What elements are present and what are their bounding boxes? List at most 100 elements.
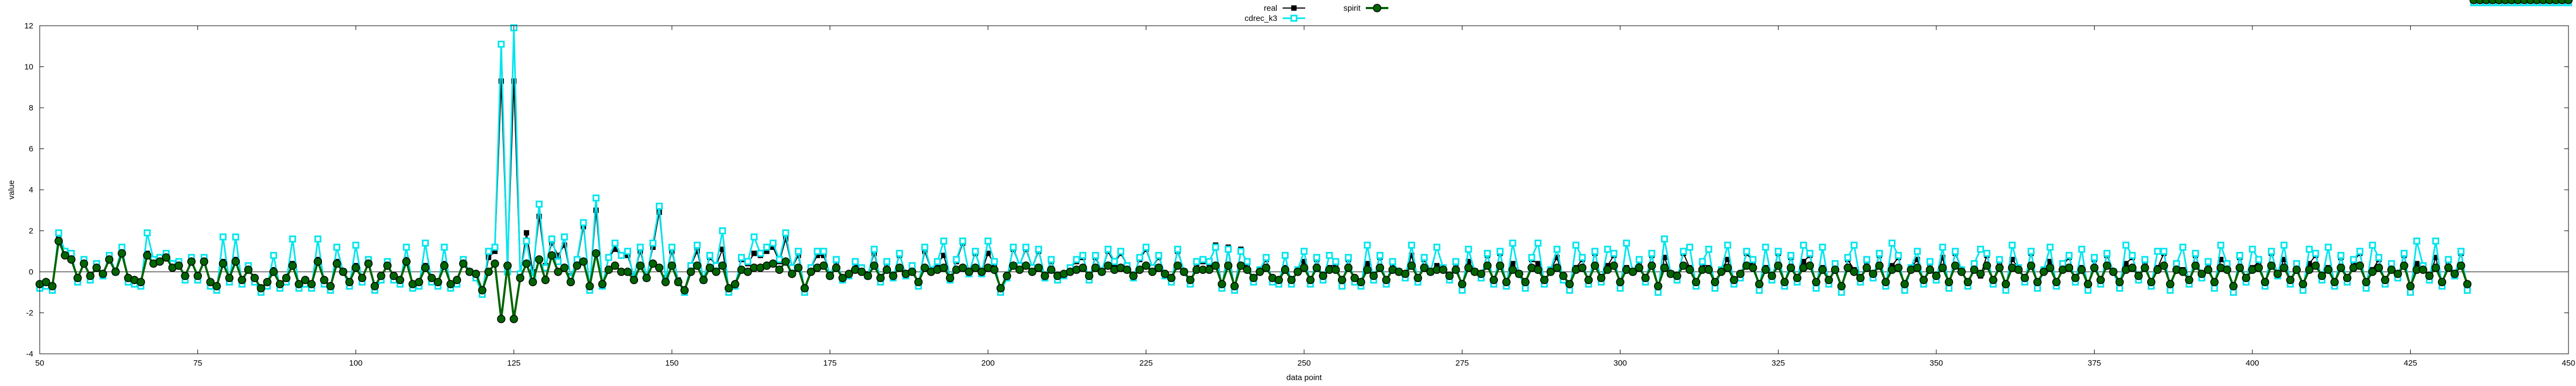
- data-point-spirit: [231, 257, 240, 266]
- data-point-spirit: [1508, 265, 1517, 274]
- data-point-cdrec-k3: [523, 237, 530, 245]
- data-point-cdrec-k3: [2217, 241, 2224, 249]
- data-point-spirit: [402, 257, 411, 266]
- data-point-cdrec-k3: [1421, 254, 1428, 261]
- data-point-spirit: [2039, 268, 2048, 276]
- data-point-spirit: [1723, 263, 1732, 272]
- x-tick-label: 325: [1772, 359, 1785, 368]
- data-point-cdrec-k3: [2350, 256, 2357, 263]
- data-point-spirit: [2292, 265, 2301, 274]
- data-point-cdrec-k3: [2059, 260, 2067, 268]
- data-point-cdrec-k3: [971, 248, 979, 255]
- data-point-spirit: [2286, 276, 2295, 285]
- y-tick-label: 8: [29, 103, 33, 113]
- data-point-cdrec-k3: [1313, 254, 1321, 261]
- data-point-spirit: [345, 278, 354, 286]
- data-point-spirit: [86, 271, 94, 280]
- data-point-cdrec-k3: [763, 243, 771, 251]
- data-point-cdrec-k3: [497, 40, 505, 48]
- data-point-cdrec-k3: [1572, 241, 1580, 249]
- data-point-cdrec-k3: [314, 235, 321, 243]
- data-point-spirit: [598, 280, 607, 288]
- data-point-spirit: [1913, 263, 1922, 272]
- data-point-spirit: [1837, 282, 1846, 291]
- data-point-cdrec-k3: [2167, 286, 2174, 294]
- data-point-spirit: [1546, 268, 1555, 276]
- data-point-spirit: [2267, 261, 2276, 270]
- data-point-cdrec-k3: [2324, 243, 2332, 251]
- data-point-spirit: [2103, 261, 2111, 270]
- data-point-spirit: [775, 265, 784, 274]
- data-point-spirit: [2394, 270, 2402, 278]
- data-point-spirit: [1787, 263, 1795, 272]
- data-point-cdrec-k3: [909, 262, 916, 270]
- data-point-spirit: [1186, 276, 1195, 285]
- data-point-spirit: [2387, 265, 2396, 274]
- data-point-spirit: [2444, 263, 2453, 272]
- series-cdrec-k3: [36, 0, 2572, 298]
- data-point-cdrec-k3: [2205, 258, 2212, 265]
- data-point-cdrec-k3: [219, 233, 227, 241]
- data-point-real: [555, 253, 561, 258]
- data-point-spirit: [1628, 268, 1637, 276]
- data-point-spirit: [1679, 261, 1688, 270]
- data-point-real: [1662, 255, 1667, 261]
- data-point-cdrec-k3: [618, 251, 625, 259]
- data-point-spirit: [1129, 271, 1138, 280]
- data-point-cdrec-k3: [2211, 285, 2218, 292]
- data-point-spirit: [452, 276, 462, 285]
- data-point-cdrec-k3: [605, 254, 612, 261]
- data-point-spirit: [2273, 270, 2282, 278]
- data-point-cdrec-k3: [2192, 250, 2199, 257]
- data-point-spirit: [1078, 263, 1087, 272]
- data-point-spirit: [832, 263, 841, 272]
- data-point-spirit: [1401, 270, 1410, 278]
- data-point-spirit: [415, 278, 423, 286]
- data-point-cdrec-k3: [2293, 260, 2300, 268]
- data-point-spirit: [2299, 280, 2307, 288]
- data-point-spirit: [2191, 261, 2200, 270]
- data-point-spirit: [1767, 271, 1776, 280]
- data-point-cdrec-k3: [1812, 285, 1820, 292]
- data-point-spirit: [788, 270, 796, 278]
- data-point-cdrec-k3: [1787, 251, 1795, 259]
- data-point-cdrec-k3: [1117, 248, 1124, 255]
- data-point-spirit: [591, 249, 601, 258]
- data-point-spirit: [497, 315, 506, 323]
- data-point-spirit: [1224, 261, 1233, 270]
- data-point-cdrec-k3: [2299, 286, 2307, 294]
- data-point-spirit: [686, 268, 696, 276]
- data-point-cdrec-k3: [1408, 241, 1415, 249]
- data-point-spirit: [162, 253, 171, 262]
- data-point-cdrec-k3: [687, 262, 694, 270]
- data-point-spirit: [2260, 278, 2270, 286]
- data-point-spirit: [971, 263, 980, 272]
- data-point-cdrec-k3: [1174, 246, 1181, 253]
- data-point-spirit: [1357, 278, 1365, 286]
- data-point-real: [1535, 261, 1541, 266]
- data-point-spirit: [2223, 265, 2231, 274]
- data-point-cdrec-k3: [1282, 251, 1289, 259]
- data-point-spirit: [2178, 268, 2187, 276]
- data-point-spirit: [1173, 261, 1182, 270]
- data-point-spirit: [1812, 278, 1820, 286]
- data-point-cdrec-k3: [1465, 246, 1472, 253]
- data-point-cdrec-k3: [1889, 239, 1896, 247]
- data-point-cdrec-k3: [1616, 285, 1624, 292]
- y-tick-label: -2: [26, 309, 33, 318]
- data-point-spirit: [1919, 276, 1928, 285]
- data-point-spirit: [1995, 263, 2004, 272]
- data-point-cdrec-k3: [1699, 258, 1706, 265]
- data-point-spirit: [2001, 280, 2010, 288]
- data-point-spirit: [566, 278, 575, 286]
- y-tick-label: 4: [29, 185, 33, 195]
- data-point-cdrec-k3: [655, 203, 663, 210]
- data-point-cdrec-k3: [1243, 258, 1251, 265]
- data-point-spirit: [370, 282, 379, 291]
- data-point-cdrec-k3: [270, 251, 277, 259]
- data-point-spirit: [218, 259, 228, 268]
- data-point-cdrec-k3: [1073, 256, 1080, 263]
- data-point-spirit: [1148, 268, 1157, 276]
- data-point-cdrec-k3: [1939, 243, 1946, 251]
- data-point-real: [2307, 261, 2312, 266]
